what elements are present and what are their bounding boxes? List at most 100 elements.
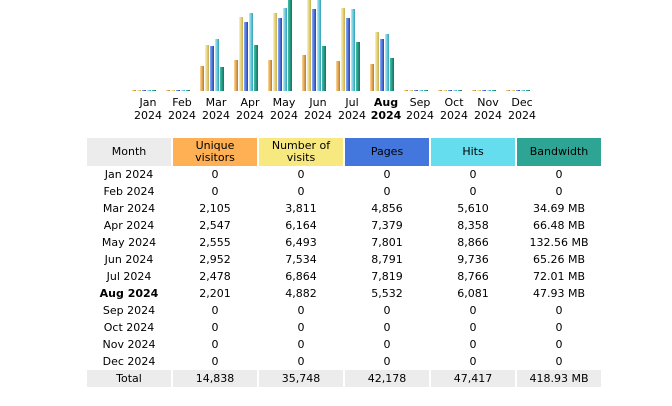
pages-bar: [312, 9, 316, 91]
pages-cell: 0: [383, 355, 391, 368]
x-tick-label-year: 2024: [270, 109, 298, 122]
x-tick-label-year: 2024: [474, 109, 502, 122]
hits-bar: [385, 34, 389, 91]
month-cell: Jul 2024: [106, 270, 152, 283]
month-cell: Jun 2024: [104, 253, 154, 266]
unique-visitors-cell: 0: [211, 321, 219, 334]
table-row: Aug 2024 2,201 4,882 5,532 6,081 47.93 MB: [87, 285, 601, 302]
chart-x-labels: Jan2024Feb2024Mar2024Apr2024May2024Jun20…: [134, 96, 536, 122]
total-hits: 47,417: [431, 370, 515, 387]
hits-cell: 6,081: [457, 287, 489, 300]
bandwidth-cell: 132.56 MB: [529, 236, 589, 249]
pages-cell: 0: [383, 185, 391, 198]
number-of-visits-cell: 0: [297, 168, 305, 181]
x-tick-label-year: 2024: [440, 109, 468, 122]
unique-visitors-cell: 0: [211, 168, 219, 181]
pages-bar: [278, 18, 282, 91]
month-cell: Mar 2024: [102, 202, 156, 215]
bandwidth-bar: [186, 90, 190, 91]
unique-visitors-cell: 2,555: [199, 236, 231, 249]
total-label: Total: [87, 370, 171, 387]
unique-visitors-cell: 2,478: [199, 270, 231, 283]
x-tick-label-month: May: [273, 96, 296, 109]
number-of-visits-cell: 6,164: [285, 219, 317, 232]
hits-bar: [181, 90, 185, 91]
month-cell: May 2024: [101, 236, 157, 249]
hits-bar: [419, 90, 423, 91]
hits-cell: 8,866: [457, 236, 489, 249]
x-tick-label-month: Jul: [344, 96, 358, 109]
hits-bar: [487, 90, 491, 91]
unique-visitors-column-header: Unique visitors: [173, 138, 257, 166]
x-tick-label-month: Aug: [374, 96, 398, 109]
pages-cell: 7,801: [371, 236, 403, 249]
hits-cell: 0: [469, 321, 477, 334]
x-tick-label-year: 2024: [406, 109, 434, 122]
unique-visitors-cell: 0: [211, 185, 219, 198]
pages-column-header: Pages: [345, 138, 429, 166]
x-tick-label-year: 2024: [304, 109, 332, 122]
number-of-visits-cell: 4,882: [285, 287, 317, 300]
number-of-visits-cell: 6,493: [285, 236, 317, 249]
x-tick-label-month: Nov: [477, 96, 499, 109]
total-bandwidth: 418.93 MB: [517, 370, 601, 387]
total-row: Total 14,838 35,748 42,178 47,417 418.93…: [87, 370, 601, 387]
x-tick-label-year: 2024: [168, 109, 196, 122]
x-tick-label-year: 2024: [371, 109, 402, 122]
bandwidth-bar: [220, 67, 224, 91]
visits-bar: [477, 90, 481, 91]
bandwidth-cell: 47.93 MB: [532, 287, 586, 300]
visits-bar: [443, 90, 447, 91]
number-of-visits-cell: 6,864: [285, 270, 317, 283]
x-tick-label-month: Feb: [172, 96, 191, 109]
bandwidth-cell: 72.01 MB: [532, 270, 586, 283]
total-unique-visitors: 14,838: [173, 370, 257, 387]
number-of-visits-cell: 0: [297, 321, 305, 334]
hits-bar: [521, 90, 525, 91]
unique-visitors-bar: [166, 90, 170, 91]
pages-cell: 0: [383, 168, 391, 181]
x-tick-label-month: Dec: [511, 96, 532, 109]
pages-cell: 8,791: [371, 253, 403, 266]
hits-column-header: Hits: [431, 138, 515, 166]
unique-visitors-cell: 2,201: [199, 287, 231, 300]
pages-bar: [482, 90, 486, 91]
month-cell: Dec 2024: [102, 355, 156, 368]
hits-bar: [351, 9, 355, 91]
pages-bar: [176, 90, 180, 91]
bandwidth-cell: 0: [555, 185, 563, 198]
x-tick-label-year: 2024: [202, 109, 230, 122]
monthly-history-chart: Jan2024Feb2024Mar2024Apr2024May2024Jun20…: [132, 0, 536, 122]
table-row: Jul 2024 2,478 6,864 7,819 8,766 72.01 MB: [87, 268, 601, 285]
hits-bar: [215, 39, 219, 91]
number-of-visits-cell: 0: [297, 355, 305, 368]
pages-bar: [346, 18, 350, 91]
unique-visitors-bar: [472, 90, 476, 91]
x-tick-label-month: Mar: [206, 96, 227, 109]
hits-cell: 0: [469, 168, 477, 181]
unique-visitors-bar: [268, 60, 272, 91]
number-of-visits-cell: 0: [297, 338, 305, 351]
hits-cell: 0: [469, 338, 477, 351]
hits-cell: 5,610: [457, 202, 489, 215]
x-tick-label-month: Jan: [139, 96, 157, 109]
unique-visitors-bar: [302, 55, 306, 91]
table-row: Mar 2024 2,105 3,811 4,856 5,610 34.69 MB: [87, 200, 601, 217]
bandwidth-bar: [152, 90, 156, 91]
unique-visitors-bar: [404, 90, 408, 91]
pages-cell: 7,819: [371, 270, 403, 283]
bandwidth-cell: 0: [555, 321, 563, 334]
table-row: Jan 2024 0 0 0 0 0: [87, 166, 601, 183]
bandwidth-bar: [322, 46, 326, 91]
bandwidth-cell: 34.69 MB: [532, 202, 586, 215]
pages-cell: 4,856: [371, 202, 403, 215]
visits-bar: [239, 17, 243, 91]
bandwidth-bar: [458, 90, 462, 91]
bandwidth-cell: 0: [555, 304, 563, 317]
visits-bar: [171, 90, 175, 91]
table-row: Oct 2024 0 0 0 0 0: [87, 319, 601, 336]
pages-cell: 0: [383, 338, 391, 351]
unique-visitors-bar: [200, 66, 204, 91]
month-cell: Feb 2024: [103, 185, 155, 198]
unique-visitors-cell: 0: [211, 338, 219, 351]
